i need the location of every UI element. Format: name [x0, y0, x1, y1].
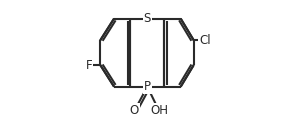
- Text: S: S: [144, 12, 151, 25]
- Text: OH: OH: [150, 104, 168, 117]
- Text: F: F: [86, 59, 93, 72]
- Text: O: O: [130, 104, 139, 117]
- Text: Cl: Cl: [199, 34, 211, 47]
- Text: P: P: [144, 80, 151, 93]
